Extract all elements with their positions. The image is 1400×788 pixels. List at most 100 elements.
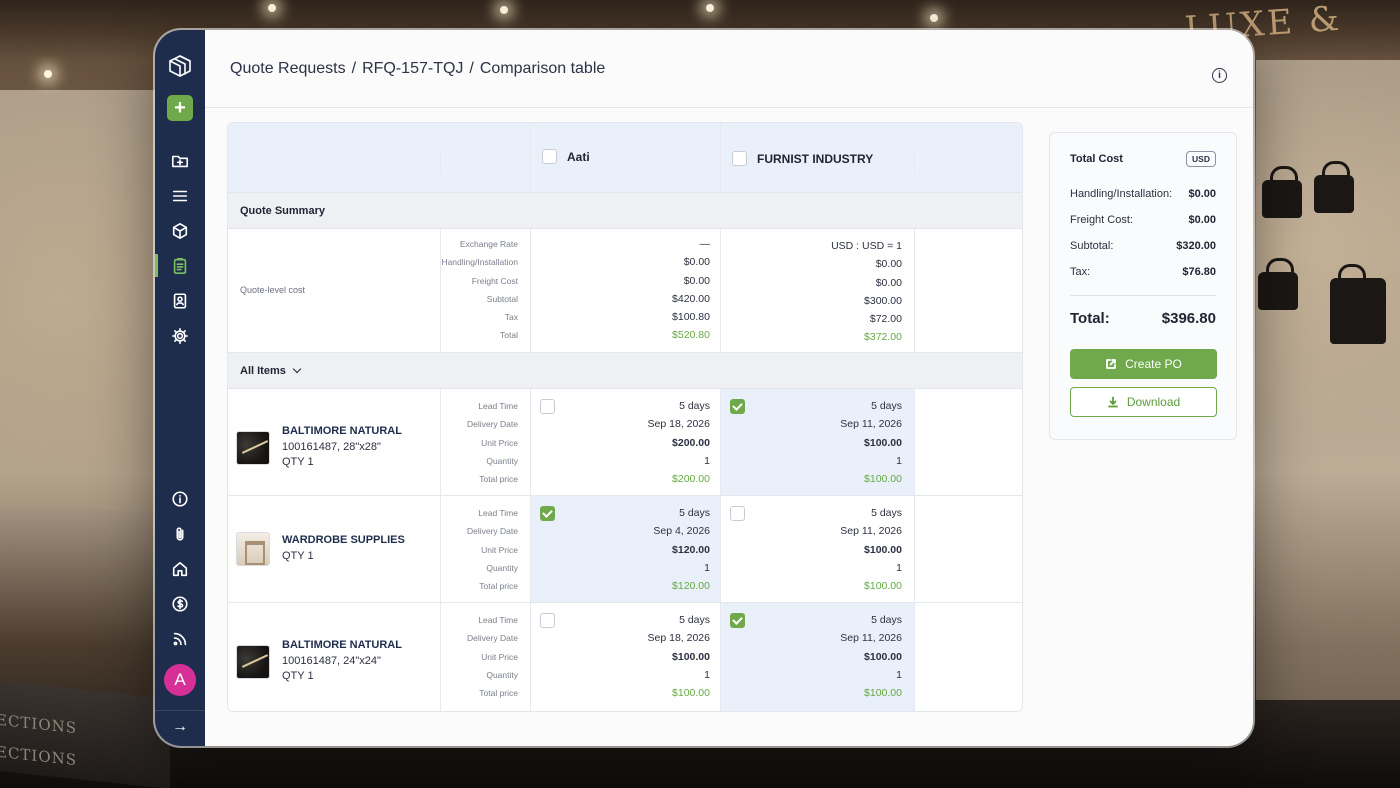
value-delivery-date: Sep 18, 2026 xyxy=(647,632,710,645)
rss-icon[interactable] xyxy=(155,621,205,656)
download-icon xyxy=(1107,396,1118,408)
sidebar: + xyxy=(155,30,205,746)
list-icon[interactable] xyxy=(155,178,205,213)
quote-values-furnist: 5 days Sep 11, 2026 $100.00 1 $100.00 xyxy=(720,397,902,488)
value-unit-price: $100.00 xyxy=(864,436,902,449)
cost-line-subtotal: Subtotal: $320.00 xyxy=(1070,233,1216,259)
value-unit-price: $200.00 xyxy=(672,436,710,449)
cost-line-value: $76.80 xyxy=(1182,266,1216,278)
label-subtotal: Subtotal xyxy=(486,293,518,304)
grand-total: Total: $396.80 xyxy=(1070,310,1216,327)
vendor-checkbox-aati[interactable] xyxy=(542,149,557,164)
app-logo-icon[interactable] xyxy=(155,48,205,83)
label-tax: Tax xyxy=(504,312,518,323)
ceiling-light xyxy=(44,70,52,78)
backdrop-shelf xyxy=(1256,60,1400,700)
grand-total-label: Total: xyxy=(1070,310,1110,327)
cost-line-freight: Freight Cost: $0.00 xyxy=(1070,207,1216,233)
currency-badge[interactable]: USD xyxy=(1186,151,1216,167)
column-divider xyxy=(440,496,441,602)
avatar[interactable]: A xyxy=(164,664,196,696)
value-delivery-date: Sep 4, 2026 xyxy=(653,525,710,538)
quote-checkbox-selected[interactable] xyxy=(730,399,745,414)
breadcrumb-separator: / xyxy=(351,59,357,77)
product-thumbnail xyxy=(236,431,270,465)
dollar-icon[interactable] xyxy=(155,586,205,621)
product-sku: 100161487, 24"x24" xyxy=(282,655,381,667)
quote-checkbox[interactable] xyxy=(540,613,555,628)
ceiling-light xyxy=(500,6,508,14)
ceiling-light xyxy=(268,4,276,12)
page-header: Quote Requests / RFQ-157-TQJ / Compariso… xyxy=(205,30,1253,108)
label-total-price: Total price xyxy=(479,474,518,485)
total-cost-panel: Total Cost USD Handling/Installation: $0… xyxy=(1049,132,1237,440)
quote-checkbox[interactable] xyxy=(540,399,555,414)
value-delivery-date: Sep 11, 2026 xyxy=(840,418,902,431)
download-button[interactable]: Download xyxy=(1070,387,1217,417)
chevron-down-icon xyxy=(292,364,302,374)
value-lead-time: 5 days xyxy=(679,507,710,519)
column-divider xyxy=(720,389,721,495)
box-icon[interactable] xyxy=(155,213,205,248)
value-unit-price: $100.00 xyxy=(864,650,902,663)
breadcrumb-rfq[interactable]: RFQ-157-TQJ xyxy=(362,59,464,77)
label-quantity: Quantity xyxy=(486,455,518,466)
label-lead-time: Lead Time xyxy=(478,615,518,625)
ceiling-light xyxy=(706,4,714,12)
value-quantity: 1 xyxy=(896,454,902,467)
column-divider xyxy=(720,123,721,192)
value-lead-time: 5 days xyxy=(679,400,710,412)
folder-icon[interactable] xyxy=(155,143,205,178)
cost-line-tax: Tax: $76.80 xyxy=(1070,259,1216,285)
breadcrumb-separator: / xyxy=(469,59,474,77)
value-lead-time: 5 days xyxy=(871,507,902,519)
create-po-button[interactable]: Create PO xyxy=(1070,349,1217,379)
external-link-icon xyxy=(1106,359,1117,369)
quote-checkbox-selected[interactable] xyxy=(540,506,555,521)
value-freight: $0.00 xyxy=(683,274,710,287)
column-divider xyxy=(530,123,531,192)
paperclip-icon[interactable] xyxy=(155,516,205,551)
gear-icon[interactable] xyxy=(155,318,205,353)
quote-checkbox-selected[interactable] xyxy=(730,613,745,628)
value-unit-price: $100.00 xyxy=(864,543,902,556)
quote-values-furnist: 5 days Sep 11, 2026 $100.00 1 $100.00 xyxy=(720,504,902,595)
info-icon[interactable] xyxy=(155,481,205,516)
home-icon[interactable] xyxy=(155,551,205,586)
value-total-price: $100.00 xyxy=(672,687,710,700)
handbag-display xyxy=(1330,264,1386,344)
quote-values-furnist: 5 days Sep 11, 2026 $100.00 1 $100.00 xyxy=(720,611,902,702)
all-items-dropdown[interactable]: All Items xyxy=(228,353,1022,389)
product-qty: QTY 1 xyxy=(282,456,314,468)
total-cost-header: Total Cost USD xyxy=(1070,151,1216,167)
vendor-name: FURNIST INDUSTRY xyxy=(757,151,874,166)
breadcrumb: Quote Requests / RFQ-157-TQJ / Compariso… xyxy=(230,60,605,78)
quote-level-cost-row: Quote-level cost Exchange Rate Handling/… xyxy=(228,229,1022,353)
cost-line-label: Tax: xyxy=(1070,266,1091,278)
breadcrumb-current-page: Comparison table xyxy=(479,59,606,77)
main-content: Quote Requests / RFQ-157-TQJ / Compariso… xyxy=(205,30,1253,746)
column-divider xyxy=(440,229,441,352)
comparison-table: Aati FURNIST INDUSTRY Quote Summary Quot… xyxy=(227,122,1023,712)
collapse-sidebar-icon[interactable]: → xyxy=(155,710,205,742)
cost-line-handling: Handling/Installation: $0.00 xyxy=(1070,181,1216,207)
contacts-icon[interactable] xyxy=(155,283,205,318)
add-button[interactable]: + xyxy=(167,95,193,121)
product-thumbnail xyxy=(236,645,270,679)
grand-total-value: $396.80 xyxy=(1161,310,1216,327)
vendor-checkbox-furnist[interactable] xyxy=(732,151,747,166)
label-lead-time: Lead Time xyxy=(478,508,518,518)
value-total-price: $100.00 xyxy=(864,473,902,486)
label-handling: Handling/Installation xyxy=(441,257,518,268)
column-divider xyxy=(530,229,531,352)
product-sku: 100161487, 28"x28" xyxy=(282,441,381,453)
quote-checkbox[interactable] xyxy=(730,506,745,521)
cost-line-value: $0.00 xyxy=(1188,214,1216,226)
total-cost-title: Total Cost xyxy=(1070,153,1123,165)
page-info-icon[interactable]: i xyxy=(1212,68,1227,83)
handbag-display xyxy=(1258,258,1298,310)
breadcrumb-quote-requests[interactable]: Quote Requests xyxy=(230,59,346,77)
clipboard-icon[interactable] xyxy=(155,248,205,283)
column-divider xyxy=(720,229,721,352)
quote-values-aati: 5 days Sep 18, 2026 $100.00 1 $100.00 xyxy=(530,611,710,702)
